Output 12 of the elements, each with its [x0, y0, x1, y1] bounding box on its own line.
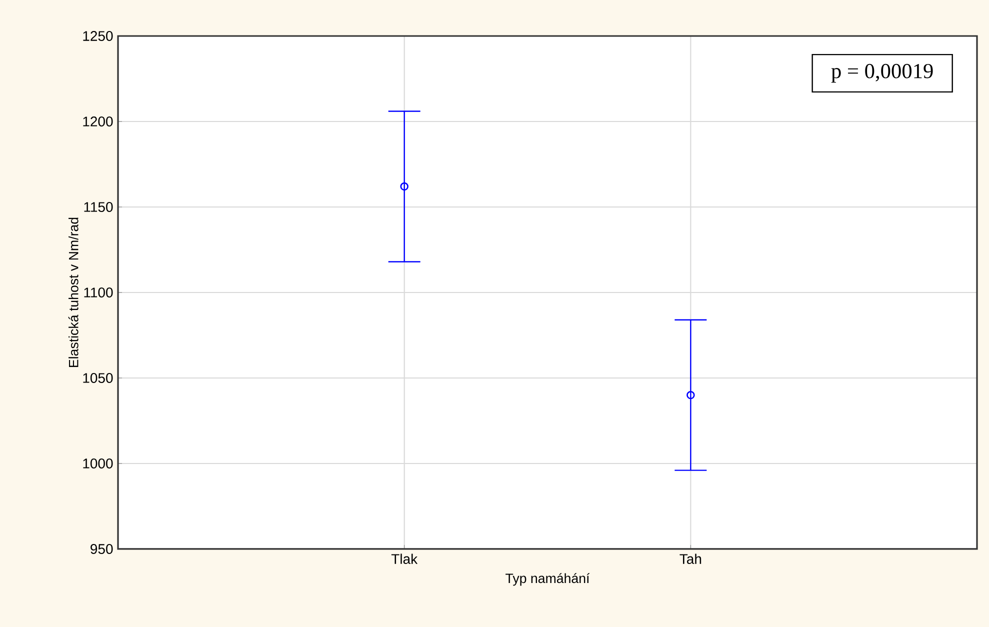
- y-tick-label: 1100: [84, 288, 113, 298]
- x-axis-title: Typ namáhání: [506, 573, 590, 586]
- y-tick-label: 1200: [83, 116, 113, 126]
- y-tick-label: 1000: [83, 458, 113, 468]
- y-tick-label: 950: [90, 544, 113, 554]
- x-tick-label: Tah: [680, 554, 702, 564]
- y-tick-label: 1050: [83, 373, 113, 383]
- y-tick-label: 1250: [83, 31, 113, 41]
- y-tick-label: 1150: [84, 202, 113, 212]
- x-tick-label: Tlak: [391, 554, 418, 564]
- annotation: p = 0,00019: [831, 64, 933, 83]
- y-axis-title: Elastická tuhost v Nm/rad: [68, 218, 78, 367]
